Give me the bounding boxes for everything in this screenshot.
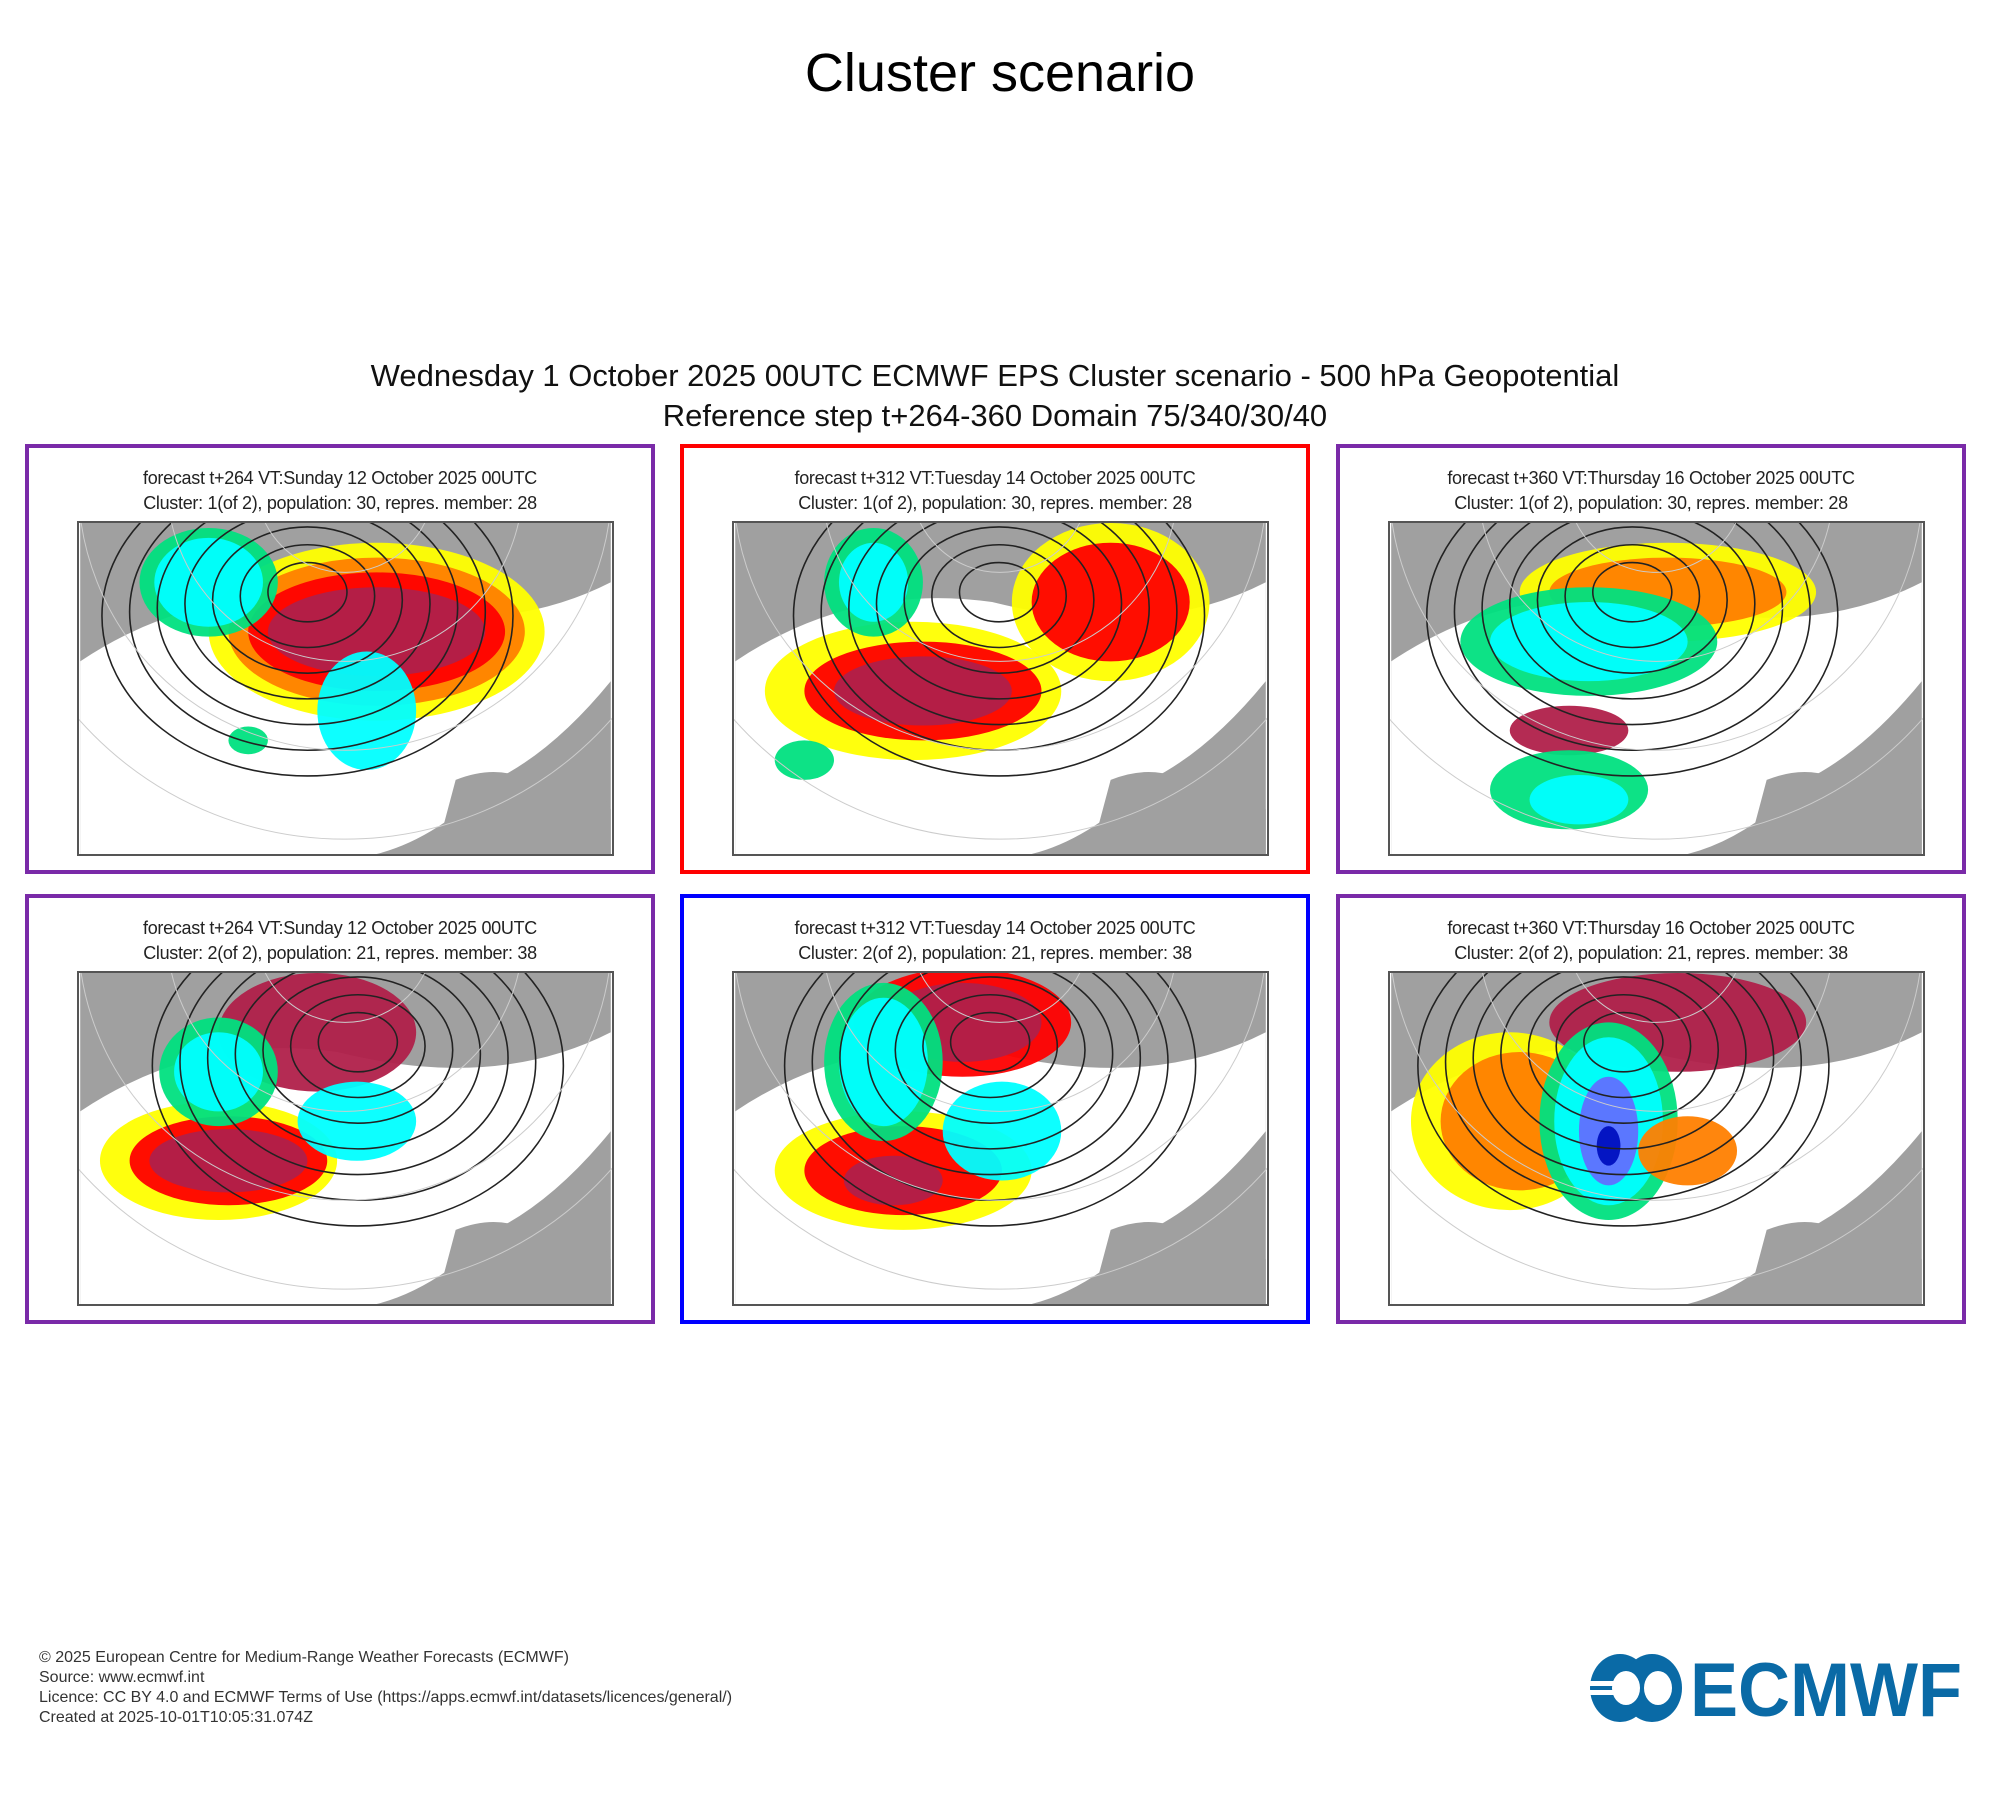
svg-text:ECMWF: ECMWF — [1690, 1652, 1962, 1724]
panel-cluster-label: Cluster: 1(of 2), population: 30, repres… — [798, 493, 1192, 513]
panel-forecast-label: forecast t+360 VT:Thursday 16 October 20… — [1447, 918, 1855, 938]
footer-source: Source: www.ecmwf.int — [39, 1669, 205, 1686]
cluster-panel-2-t360: forecast t+360 VT:Thursday 16 October 20… — [1336, 894, 1966, 1324]
panel-cluster-label: Cluster: 1(of 2), population: 30, repres… — [1454, 493, 1848, 513]
panel-forecast-label: forecast t+264 VT:Sunday 12 October 2025… — [143, 918, 537, 938]
geopotential-map — [732, 971, 1269, 1306]
cluster-panel-1-t360: forecast t+360 VT:Thursday 16 October 20… — [1336, 444, 1966, 874]
panel-cluster-label: Cluster: 2(of 2), population: 21, repres… — [143, 943, 537, 963]
geopotential-map — [77, 971, 614, 1306]
footer-created: Created at 2025-10-01T10:05:31.074Z — [39, 1709, 313, 1726]
geopotential-map — [1388, 521, 1925, 856]
panel-cluster-label: Cluster: 1(of 2), population: 30, repres… — [143, 493, 537, 513]
panel-cluster-label: Cluster: 2(of 2), population: 21, repres… — [1454, 943, 1848, 963]
geopotential-map — [732, 521, 1269, 856]
cluster-panel-2-t264: forecast t+264 VT:Sunday 12 October 2025… — [25, 894, 655, 1324]
geopotential-map — [77, 521, 614, 856]
panel-forecast-label: forecast t+360 VT:Thursday 16 October 20… — [1447, 468, 1855, 488]
ecmwf-logo: ECMWF — [1590, 1652, 1962, 1724]
chart-subtitle-line2: Reference step t+264-360 Domain 75/340/3… — [662, 398, 1328, 433]
panel-forecast-label: forecast t+312 VT:Tuesday 14 October 202… — [794, 918, 1196, 938]
page-title: Cluster scenario — [804, 43, 1196, 103]
footer-copyright: © 2025 European Centre for Medium-Range … — [39, 1649, 569, 1666]
cluster-panel-2-t312: forecast t+312 VT:Tuesday 14 October 202… — [680, 894, 1310, 1324]
chart-subtitle-line1: Wednesday 1 October 2025 00UTC ECMWF EPS… — [370, 358, 1620, 393]
panel-forecast-label: forecast t+264 VT:Sunday 12 October 2025… — [143, 468, 537, 488]
geopotential-map — [1388, 971, 1925, 1306]
panel-cluster-label: Cluster: 2(of 2), population: 21, repres… — [798, 943, 1192, 963]
cluster-panel-1-t312: forecast t+312 VT:Tuesday 14 October 202… — [680, 444, 1310, 874]
footer-licence: Licence: CC BY 4.0 and ECMWF Terms of Us… — [39, 1689, 733, 1706]
cluster-panel-1-t264: forecast t+264 VT:Sunday 12 October 2025… — [25, 444, 655, 874]
panel-forecast-label: forecast t+312 VT:Tuesday 14 October 202… — [794, 468, 1196, 488]
